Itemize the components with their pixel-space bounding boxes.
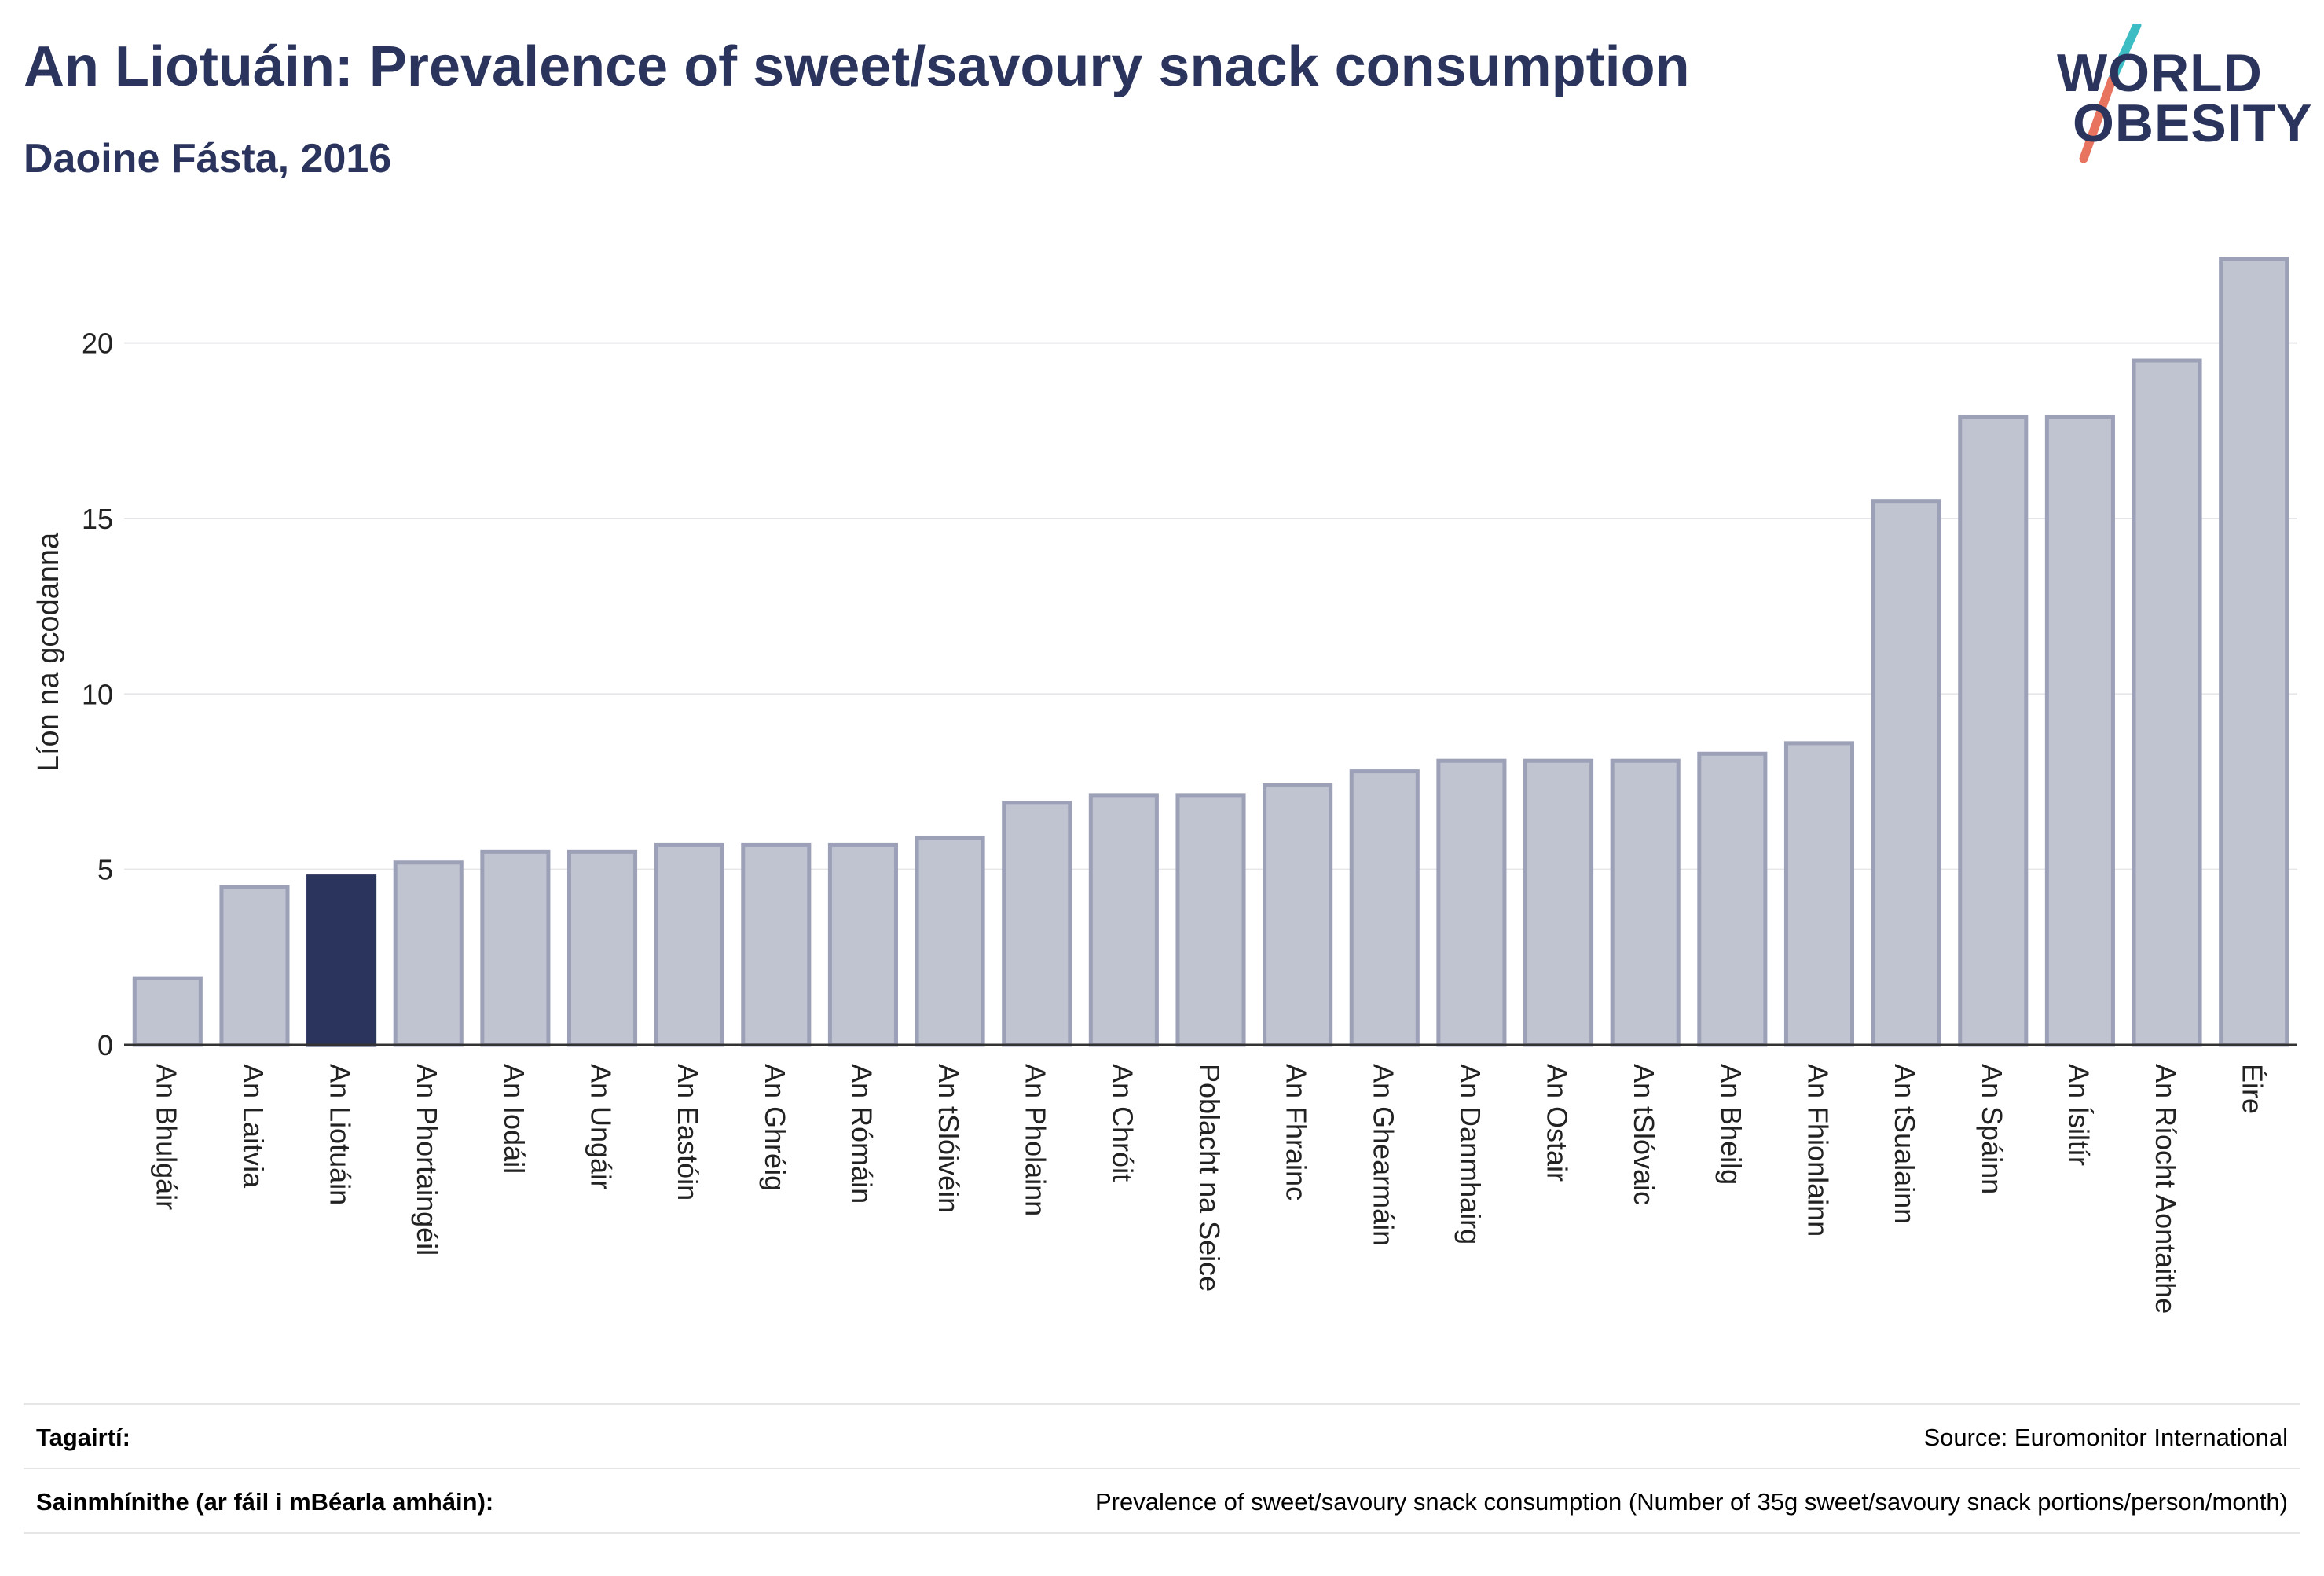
bar-17 bbox=[1610, 758, 1681, 1047]
axis-layer: 0 5 10 15 20 An Bhulgáir An Laitvia An Liotuáin… bbox=[82, 328, 2297, 1314]
bar-6 bbox=[654, 842, 724, 1047]
page-title: An Liotuáin: Prevalence of sweet/savoury… bbox=[24, 35, 1690, 98]
x-tick-label: An Ghréig bbox=[759, 1064, 791, 1191]
x-tick-label: An tSlóivéin bbox=[933, 1064, 965, 1213]
bar-2 bbox=[306, 874, 377, 1047]
footer-divider bbox=[24, 1532, 2300, 1534]
y-tick-label: 0 bbox=[97, 1029, 113, 1061]
y-axis-label: Líon na gcodanna bbox=[32, 532, 65, 772]
bar-5 bbox=[566, 849, 638, 1047]
x-tick-label: An Iodáil bbox=[498, 1064, 530, 1174]
x-tick-label: An Ghearmáin bbox=[1367, 1064, 1399, 1246]
y-tick-label: 15 bbox=[82, 503, 113, 535]
definitions-row: Sainmhínithe (ar fáil i mBéarla amháin):… bbox=[24, 1468, 2300, 1534]
x-tick-label: An Ostair bbox=[1541, 1064, 1574, 1182]
definitions-label: Sainmhínithe (ar fáil i mBéarla amháin): bbox=[36, 1488, 494, 1516]
references-row: Tagairtí: Source: Euromonitor Internatio… bbox=[24, 1403, 2300, 1469]
x-tick-label: An Laitvia bbox=[237, 1064, 269, 1189]
bar-21 bbox=[1958, 414, 2029, 1047]
y-tick-label: 5 bbox=[97, 854, 113, 886]
bar-16 bbox=[1523, 758, 1594, 1047]
x-tick-label: An Ríocht Aontaithe bbox=[2150, 1064, 2182, 1314]
bar-24 bbox=[2219, 256, 2289, 1047]
x-tick-label: An Phortaingéil bbox=[411, 1064, 443, 1255]
x-tick-label: An tSlóvaic bbox=[1628, 1064, 1660, 1205]
bar-1 bbox=[219, 885, 290, 1047]
x-tick-label: An tSualainn bbox=[1889, 1064, 1921, 1224]
references-value: Source: Euromonitor International bbox=[1923, 1424, 2288, 1451]
logo-slash-icon bbox=[2079, 24, 2142, 163]
bar-18 bbox=[1697, 751, 1768, 1047]
bar-8 bbox=[827, 842, 898, 1047]
bar-3 bbox=[393, 860, 464, 1047]
bar-20 bbox=[1871, 499, 1941, 1047]
bar-12 bbox=[1175, 793, 1246, 1047]
world-obesity-logo: WORLD OBESITY bbox=[2043, 24, 2313, 165]
x-tick-label: An Bhulgáir bbox=[150, 1064, 182, 1210]
x-tick-label: An Eastóin bbox=[672, 1064, 704, 1200]
x-tick-label: An Ungáir bbox=[585, 1064, 618, 1189]
x-tick-label: An Bheilg bbox=[1715, 1064, 1747, 1185]
bar-23 bbox=[2132, 358, 2202, 1047]
x-tick-label: An Chróit bbox=[1106, 1064, 1138, 1182]
page-subtitle: Daoine Fásta, 2016 bbox=[24, 136, 392, 181]
definitions-value: Prevalence of sweet/savoury snack consum… bbox=[1094, 1488, 2288, 1516]
bar-14 bbox=[1349, 769, 1420, 1047]
bar-0 bbox=[132, 976, 203, 1047]
x-tick-label: Éire bbox=[2237, 1064, 2269, 1114]
bar-15 bbox=[1436, 758, 1507, 1047]
y-tick-label: 20 bbox=[82, 328, 113, 360]
x-tick-label: An Liotuáin bbox=[324, 1064, 357, 1205]
bar-13 bbox=[1263, 783, 1333, 1047]
bar-7 bbox=[741, 842, 812, 1047]
x-tick-label: An Rómáin bbox=[845, 1064, 878, 1204]
bar-19 bbox=[1783, 741, 1855, 1047]
bar-4 bbox=[480, 849, 551, 1047]
bar-11 bbox=[1088, 793, 1159, 1047]
x-tick-label: An Fhrainc bbox=[1281, 1064, 1313, 1200]
bar-layer bbox=[132, 256, 2289, 1047]
x-tick-label: An Pholainn bbox=[1020, 1064, 1052, 1216]
logo-text-world: WORLD bbox=[2057, 43, 2263, 103]
x-tick-label: An Spáinn bbox=[1976, 1064, 2008, 1194]
x-tick-label: Poblacht na Seice bbox=[1193, 1064, 1226, 1292]
bar-9 bbox=[915, 835, 985, 1047]
references-label: Tagairtí: bbox=[36, 1424, 130, 1451]
x-tick-label: An Fhionlainn bbox=[1802, 1064, 1834, 1237]
bar-10 bbox=[1002, 801, 1072, 1047]
x-tick-label: An Danmhairg bbox=[1454, 1064, 1486, 1244]
logo-text-obesity: OBESITY bbox=[2073, 93, 2313, 153]
x-tick-label: An Ísiltír bbox=[2062, 1064, 2095, 1166]
bar-chart: 0 5 10 15 20 An Bhulgáir An Laitvia An Liotuáin… bbox=[32, 256, 2297, 1314]
bar-22 bbox=[2044, 414, 2115, 1047]
y-tick-label: 10 bbox=[82, 678, 113, 710]
